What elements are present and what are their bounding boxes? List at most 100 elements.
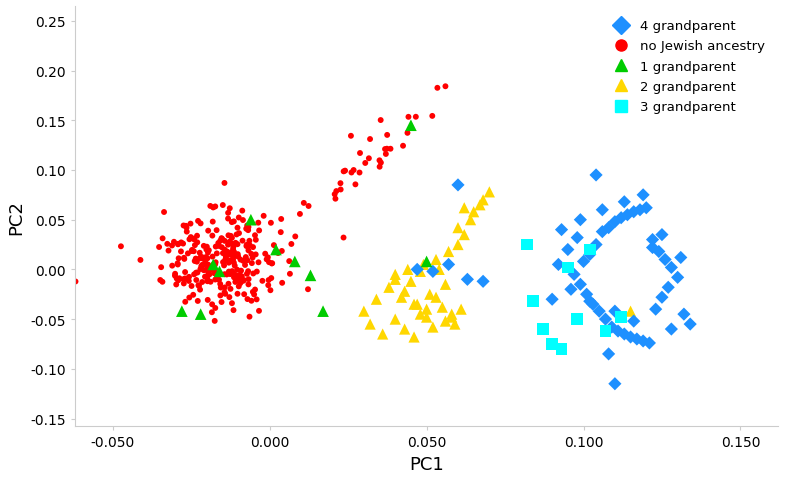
Point [347,167,360,175]
Point [222,215,235,223]
Point [624,334,637,341]
Point [209,317,221,325]
Point [224,205,236,213]
Point [580,291,593,299]
Point [615,313,627,321]
Point [426,113,439,120]
Point [222,232,235,240]
Point [665,264,677,272]
Point [178,255,191,263]
X-axis label: PC1: PC1 [409,455,444,473]
Point [201,255,214,263]
Point [266,260,279,267]
Point [229,278,242,286]
Point [283,258,295,265]
Point [228,248,240,256]
Point [404,122,417,130]
Point [207,263,220,271]
Point [305,272,317,280]
Point [219,255,232,263]
Point [179,299,192,306]
Point [599,327,612,335]
Point [621,211,633,219]
Point [574,216,586,224]
Point [172,240,184,248]
Point [195,255,208,263]
Point [199,253,212,261]
Point [216,236,228,243]
Point [389,276,401,284]
Point [169,272,181,280]
Point [317,308,330,315]
Point [605,324,618,331]
Point [184,220,197,228]
Point [179,269,192,276]
Point [181,228,193,236]
Point [214,268,226,276]
Point [218,284,231,292]
Point [577,258,590,266]
Point [243,238,256,245]
Point [206,264,219,272]
Point [238,291,250,299]
Point [643,339,655,347]
Point [334,186,347,194]
Point [214,280,227,288]
Point [270,246,283,254]
Point [209,269,221,276]
Point [433,266,445,274]
Point [218,180,231,187]
Point [596,228,608,236]
Point [241,270,254,278]
Point [186,247,199,254]
Point [218,246,231,254]
Point [232,251,244,258]
Point [232,224,244,232]
Point [208,270,221,277]
Point [195,311,207,318]
Point [173,275,186,283]
Point [223,294,235,301]
Point [612,327,624,335]
Point [294,211,306,218]
Point [168,239,181,246]
Point [370,296,382,303]
Point [195,253,208,261]
Point [231,266,243,274]
Point [241,222,254,230]
Point [24,295,36,303]
Point [225,234,238,242]
Point [220,253,232,261]
Point [214,270,227,278]
Point [420,313,433,321]
Point [234,280,246,288]
Point [201,278,214,286]
Point [210,270,222,277]
Point [217,262,230,270]
Point [194,254,206,262]
Point [240,241,253,249]
Point [583,298,596,305]
Point [226,268,239,276]
Point [602,350,615,358]
Point [420,258,433,266]
Point [381,145,393,153]
Point [245,297,257,305]
Point [671,274,684,282]
Point [228,218,240,226]
Point [339,168,352,175]
Point [192,298,204,305]
Point [637,192,649,199]
Point [571,315,583,323]
Point [177,280,190,288]
Point [198,262,210,269]
Point [275,216,287,223]
Point [188,248,200,255]
Point [561,246,574,254]
Point [220,253,232,261]
Point [154,276,166,284]
Point [193,250,206,257]
Point [627,318,640,325]
Point [232,230,245,238]
Point [263,259,276,266]
